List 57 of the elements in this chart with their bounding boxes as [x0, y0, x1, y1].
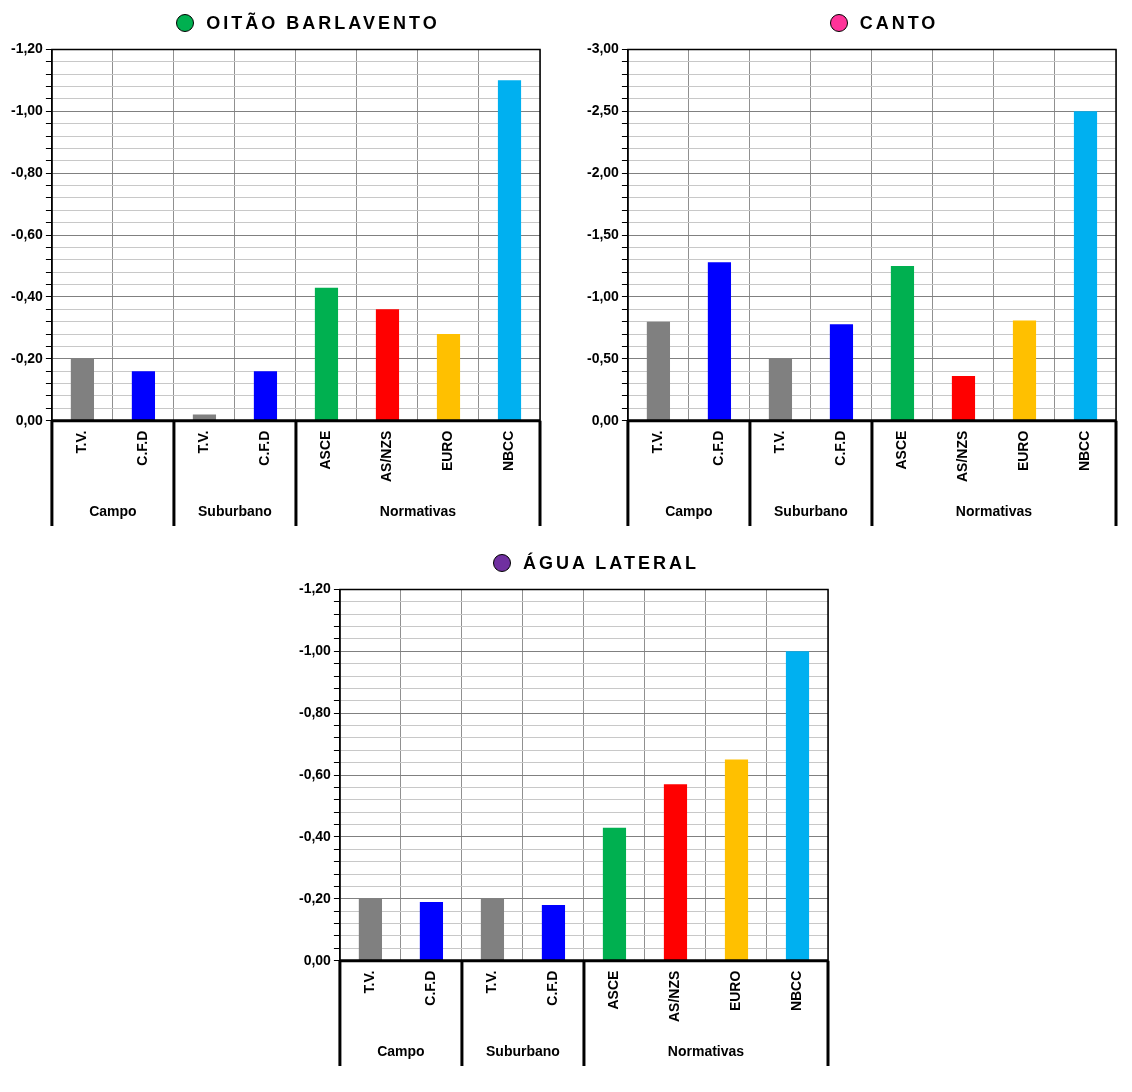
text: Normativas	[667, 1042, 745, 1059]
y-tick-label: 0,00	[15, 411, 44, 428]
x-tick-label: T.V.	[195, 430, 212, 454]
text: Suburbano	[198, 502, 272, 519]
y-tick-label: 0,00	[303, 951, 332, 968]
x-tick-label: NBCC	[1076, 430, 1093, 472]
x-tick-label: T.V.	[73, 430, 90, 454]
text: Campo	[89, 502, 137, 519]
y-tick-label: -3,00	[586, 40, 620, 57]
y-tick-label: -1,20	[10, 40, 44, 57]
y-tick-label: -0,20	[10, 349, 44, 366]
x-tick-label: EURO	[727, 970, 744, 1012]
x-tick-label: NBCC	[788, 970, 805, 1012]
x-tick-label: C.F.D	[422, 970, 439, 1006]
y-tick-label: -0,80	[298, 704, 332, 721]
x-tick-label: C.F.D	[832, 430, 849, 466]
x-tick-label: C.F.D	[544, 970, 561, 1006]
y-tick-label: -0,60	[298, 765, 332, 782]
x-tick-label: ASCE	[605, 970, 622, 1010]
y-tick-label: -0,20	[298, 889, 332, 906]
x-tick-label: T.V.	[649, 430, 666, 454]
x-tick-label: C.F.D	[256, 430, 273, 466]
x-tick-label: NBCC	[500, 430, 517, 472]
y-tick-label: -0,40	[10, 287, 44, 304]
chart-title: ÁGUA LATERAL	[523, 552, 699, 574]
y-tick-label: -1,00	[586, 287, 620, 304]
x-tick-label: EURO	[439, 430, 456, 472]
text: Suburbano	[774, 502, 848, 519]
y-tick-label: -0,80	[10, 164, 44, 181]
y-tick-label: -1,00	[10, 102, 44, 119]
x-tick-label: AS/NZS	[954, 430, 971, 483]
x-tick-label: C.F.D	[134, 430, 151, 466]
chart-title: OITÃO BARLAVENTO	[206, 12, 440, 34]
text: Normativas	[955, 502, 1033, 519]
y-tick-label: 0,00	[591, 411, 620, 428]
x-tick-label: T.V.	[483, 970, 500, 994]
text: Normativas	[379, 502, 457, 519]
text: Suburbano	[486, 1042, 560, 1059]
chart-title: CANTO	[859, 12, 939, 34]
y-tick-label: -2,00	[586, 164, 620, 181]
y-tick-label: -1,50	[586, 225, 620, 242]
x-tick-label: EURO	[1015, 430, 1032, 472]
x-tick-label: ASCE	[317, 430, 334, 470]
x-tick-label: AS/NZS	[378, 430, 395, 483]
x-tick-label: AS/NZS	[666, 970, 683, 1023]
y-tick-label: -0,40	[298, 827, 332, 844]
x-tick-label: T.V.	[771, 430, 788, 454]
text: Campo	[665, 502, 713, 519]
y-tick-label: -1,20	[298, 580, 332, 597]
x-tick-label: T.V.	[361, 970, 378, 994]
y-tick-label: -1,00	[298, 642, 332, 659]
x-tick-label: ASCE	[893, 430, 910, 470]
y-tick-label: -0,60	[10, 225, 44, 242]
x-tick-label: C.F.D	[710, 430, 727, 466]
y-tick-label: -2,50	[586, 102, 620, 119]
text: Campo	[377, 1042, 425, 1059]
y-tick-label: -0,50	[586, 349, 620, 366]
